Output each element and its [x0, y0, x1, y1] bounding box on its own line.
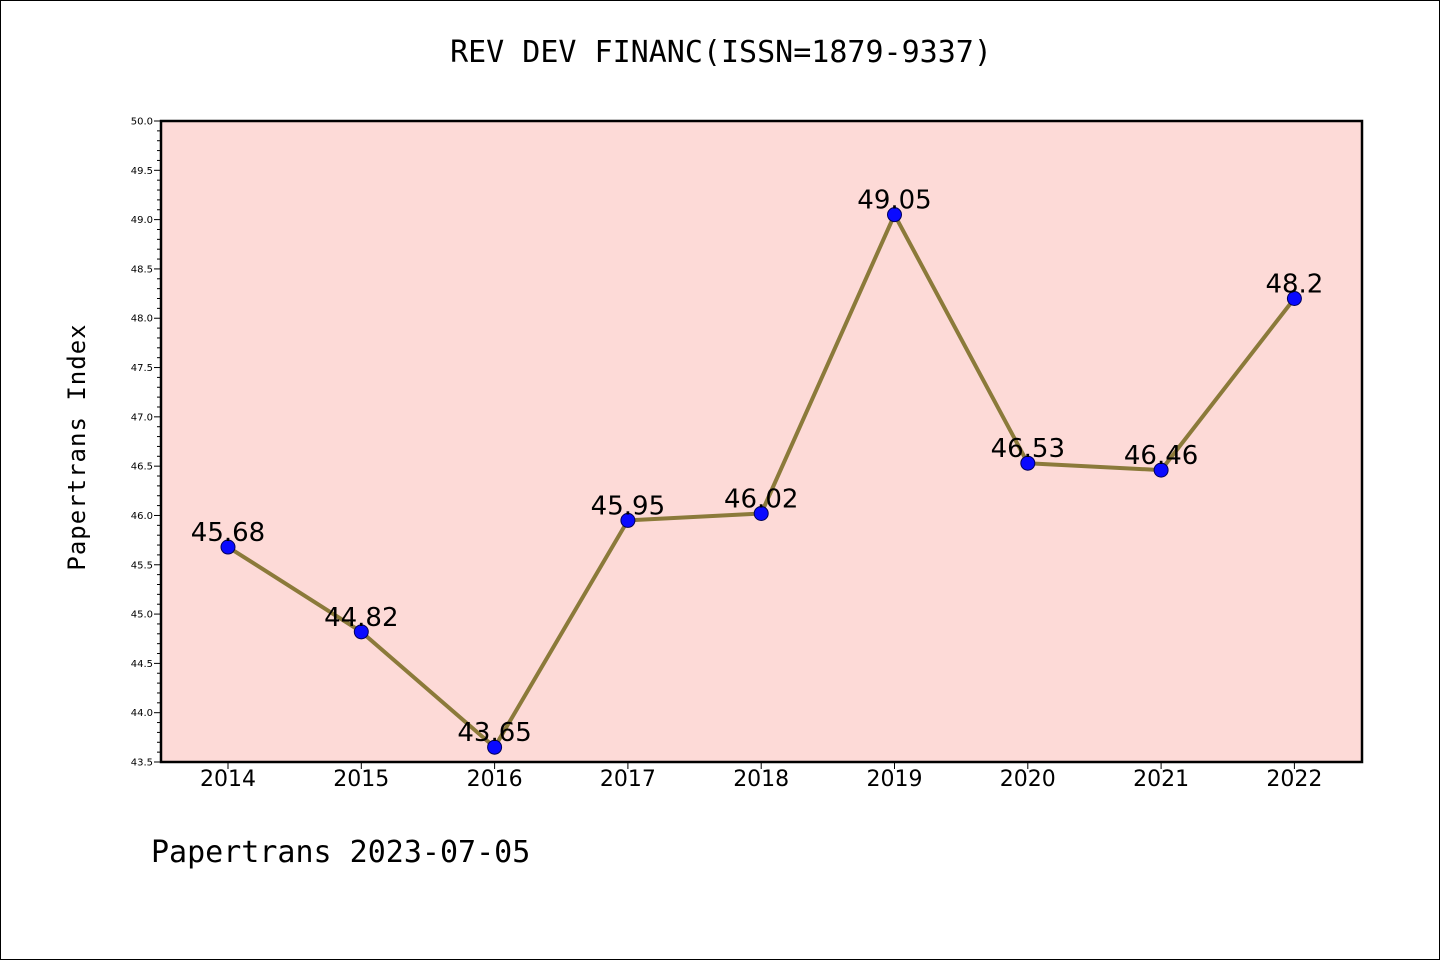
data-label: 45.68	[191, 518, 265, 548]
y-tick-label: 49.5	[131, 166, 153, 177]
data-label: 46.53	[991, 434, 1065, 464]
y-tick-label: 45.5	[131, 560, 153, 571]
y-tick-label: 44.5	[131, 659, 153, 670]
data-label: 48.2	[1265, 270, 1323, 300]
y-tick-label: 47.0	[131, 412, 153, 423]
x-tick-label: 2019	[867, 767, 923, 792]
footer-caption: Papertrans 2023-07-05	[151, 835, 531, 870]
x-tick-label: 2014	[200, 767, 256, 792]
data-label: 45.95	[591, 491, 665, 521]
data-point	[220, 539, 236, 555]
data-point	[1020, 455, 1036, 471]
data-label: 46.02	[724, 484, 798, 514]
plot-area	[161, 121, 1362, 762]
data-label: 49.05	[857, 186, 931, 216]
x-tick-label: 2017	[600, 767, 656, 792]
data-label: 44.82	[324, 603, 398, 633]
x-tick-label: 2018	[733, 767, 789, 792]
data-point	[353, 624, 369, 640]
y-tick-label: 45.0	[131, 610, 153, 621]
y-tick-label: 46.5	[131, 462, 153, 473]
data-point	[1286, 291, 1302, 307]
x-tick-label: 2015	[333, 767, 389, 792]
chart-title: REV DEV FINANC(ISSN=1879-9337)	[450, 35, 992, 70]
data-point	[620, 512, 636, 528]
data-label: 43.65	[457, 718, 531, 748]
x-tick-label: 2016	[467, 767, 523, 792]
data-label: 46.46	[1124, 441, 1198, 471]
plot-border	[159, 119, 1364, 764]
data-point	[487, 739, 503, 755]
data-point	[753, 505, 769, 521]
data-point	[1153, 462, 1169, 478]
x-tick-label: 2021	[1133, 767, 1189, 792]
y-tick-label: 48.5	[131, 264, 153, 275]
y-tick-label: 46.0	[131, 511, 153, 522]
y-tick-label: 47.5	[131, 363, 153, 374]
x-tick-label: 2020	[1000, 767, 1056, 792]
y-tick-label: 43.5	[131, 758, 153, 769]
data-point	[887, 207, 902, 223]
y-tick-label: 44.0	[131, 708, 153, 719]
x-tick-label: 2022	[1266, 767, 1322, 792]
y-tick-label: 49.0	[131, 215, 153, 226]
y-tick-label: 50.0	[131, 117, 153, 128]
y-tick-label: 48.0	[131, 314, 153, 325]
